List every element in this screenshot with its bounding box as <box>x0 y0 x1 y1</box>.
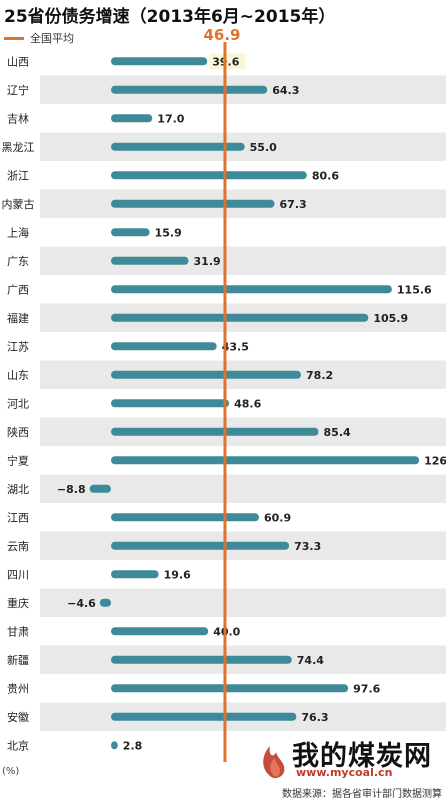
value-label: 40.0 <box>213 625 240 638</box>
category-label: 山东 <box>7 369 29 382</box>
value-label: 17.0 <box>157 112 184 125</box>
value-label: 67.3 <box>280 198 307 211</box>
value-label: 15.9 <box>155 226 182 239</box>
watermark-flame-logo <box>263 746 285 779</box>
category-label: 河北 <box>7 397 29 410</box>
category-label: 安徽 <box>7 710 29 724</box>
bar <box>111 541 290 550</box>
bar <box>111 142 245 151</box>
bar <box>111 399 230 408</box>
category-label: 山西 <box>7 55 29 68</box>
value-label: 43.5 <box>222 340 249 353</box>
bar <box>111 513 259 522</box>
average-value-label: 46.9 <box>203 26 241 44</box>
bar <box>111 370 302 379</box>
category-label: 北京 <box>7 738 29 752</box>
bar <box>111 228 150 237</box>
bar <box>99 598 111 607</box>
category-label: 内蒙古 <box>2 197 35 211</box>
category-label: 陕西 <box>7 425 29 439</box>
watermark-name: 我的煤炭网 <box>292 741 432 772</box>
category-label: 广西 <box>7 283 29 296</box>
value-highlight <box>209 53 246 70</box>
value-label: −4.6 <box>67 597 96 610</box>
category-label: 新疆 <box>7 653 29 667</box>
value-label: 19.6 <box>164 568 191 581</box>
category-label: 四川 <box>7 568 29 581</box>
value-label: −8.8 <box>57 483 86 496</box>
category-label: 云南 <box>7 540 29 553</box>
bar <box>111 684 349 693</box>
value-label: 105.9 <box>373 312 408 325</box>
value-label: 48.6 <box>234 397 261 410</box>
value-label: 80.6 <box>312 169 339 182</box>
legend-label: 全国平均 <box>30 32 74 45</box>
category-label: 宁夏 <box>7 453 29 467</box>
category-label: 重庆 <box>7 596 29 610</box>
category-label: 贵州 <box>7 682 29 695</box>
value-label: 76.3 <box>301 711 328 724</box>
value-label: 60.9 <box>264 511 291 524</box>
value-label: 115.6 <box>397 283 432 296</box>
category-label: 辽宁 <box>7 83 29 97</box>
value-label: 2.8 <box>123 739 143 752</box>
bar <box>111 171 307 180</box>
category-label: 福建 <box>7 311 29 325</box>
watermark-url: www.mycoal.cn <box>296 766 393 779</box>
value-label: 74.4 <box>297 654 324 667</box>
bar <box>111 655 292 664</box>
category-label: 黑龙江 <box>2 141 35 154</box>
bar <box>111 570 159 579</box>
category-label: 吉林 <box>7 111 29 125</box>
bar <box>89 484 111 493</box>
bar <box>111 313 369 322</box>
value-label: 126.8 <box>424 454 446 467</box>
category-label: 湖北 <box>7 483 29 496</box>
bar <box>111 256 189 265</box>
bar <box>111 712 297 721</box>
bar <box>111 57 208 66</box>
value-label: 73.3 <box>294 540 321 553</box>
value-label: 85.4 <box>324 426 351 439</box>
category-label: 江苏 <box>7 340 29 353</box>
bar <box>111 627 209 636</box>
category-label: 甘肃 <box>7 625 29 638</box>
bar <box>111 285 392 294</box>
bar <box>111 427 319 436</box>
data-source-note: 数据来源：据各省审计部门数据测算 <box>282 789 442 800</box>
category-label: 上海 <box>7 225 29 239</box>
legend-swatch <box>4 36 24 40</box>
row-stripe <box>40 246 446 275</box>
chart-title: 25省份债务增速（2013年6月~2015年） <box>4 7 336 27</box>
bar-chart: 山西39.6辽宁64.3吉林17.0黑龙江55.0浙江80.6内蒙古67.3上海… <box>2 42 446 762</box>
bar <box>111 741 118 750</box>
axis-unit-label: (%) <box>2 766 20 777</box>
bar <box>111 114 153 123</box>
value-label: 97.6 <box>353 682 380 695</box>
category-label: 浙江 <box>7 169 29 182</box>
value-label: 78.2 <box>306 369 333 382</box>
value-label: 31.9 <box>194 255 221 268</box>
value-label: 55.0 <box>250 141 277 154</box>
bar <box>111 342 217 351</box>
value-label: 64.3 <box>272 84 299 97</box>
bar <box>111 85 268 94</box>
category-label: 广东 <box>7 255 29 268</box>
legend: 全国平均 <box>4 30 74 46</box>
category-label: 江西 <box>7 511 29 524</box>
bar <box>111 199 275 208</box>
bar <box>111 456 420 465</box>
